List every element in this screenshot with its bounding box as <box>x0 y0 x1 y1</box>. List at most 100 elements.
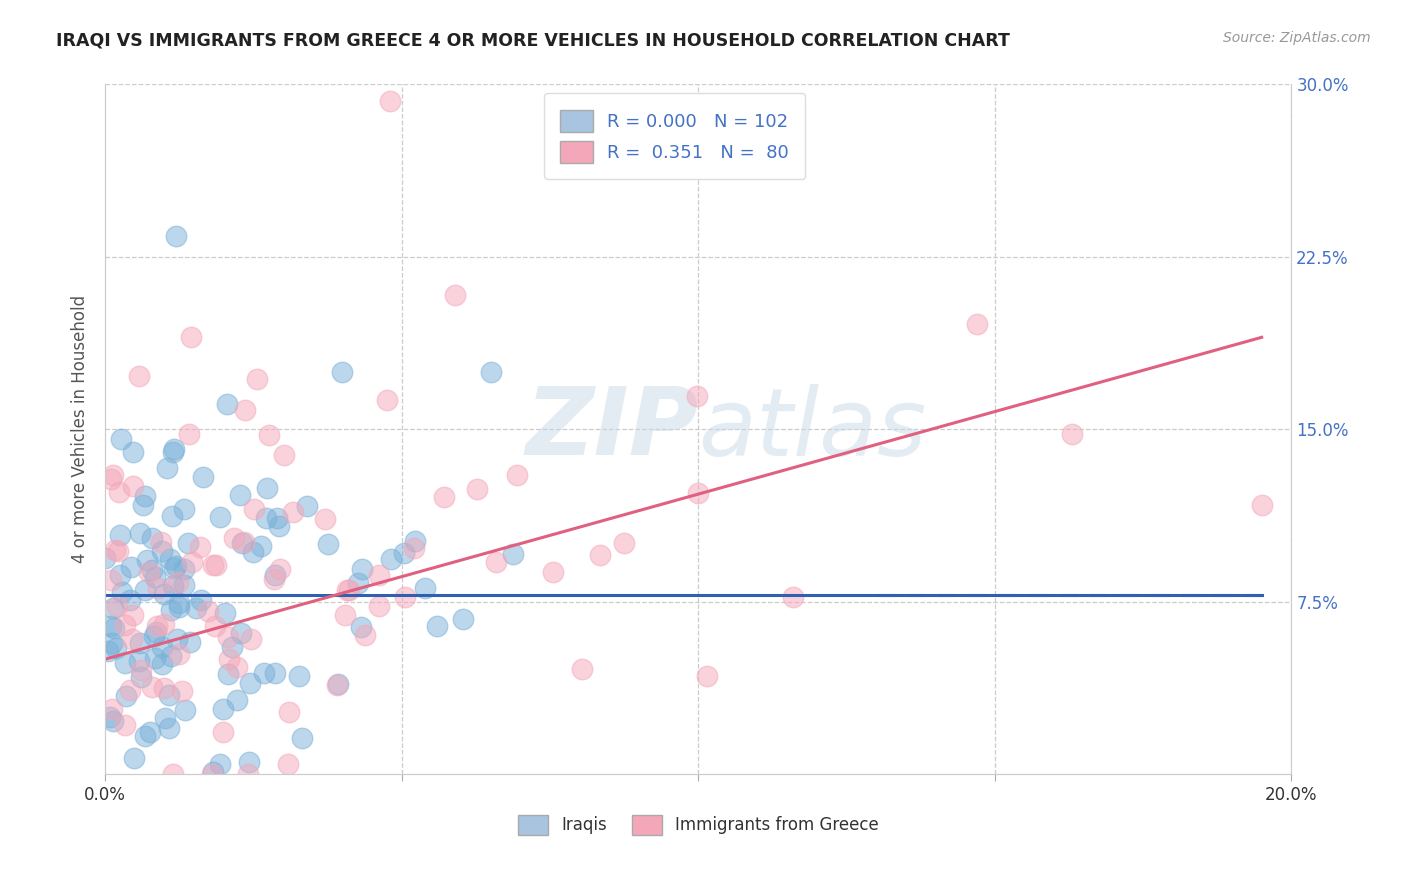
Point <box>134 489 156 503</box>
Point <box>266 510 288 524</box>
Point <box>114 717 136 731</box>
Point <box>214 606 236 620</box>
Point <box>115 689 138 703</box>
Point <box>103 621 125 635</box>
Point <box>141 680 163 694</box>
Point <box>100 472 122 486</box>
Point <box>160 509 183 524</box>
Point <box>433 490 456 504</box>
Point <box>142 629 165 643</box>
Point <box>103 601 125 615</box>
Point <box>180 330 202 344</box>
Point <box>110 432 132 446</box>
Point <box>238 755 260 769</box>
Point <box>153 711 176 725</box>
Point <box>157 688 180 702</box>
Point <box>380 552 402 566</box>
Point <box>121 632 143 647</box>
Point <box>201 765 224 780</box>
Point <box>120 560 142 574</box>
Point <box>264 568 287 582</box>
Point <box>1250 498 1272 512</box>
Point <box>94 551 117 566</box>
Point <box>295 500 318 514</box>
Point <box>229 488 252 502</box>
Point <box>156 461 179 475</box>
Point <box>128 526 150 541</box>
Point <box>128 636 150 650</box>
Point <box>267 518 290 533</box>
Point <box>444 288 467 302</box>
Text: Source: ZipAtlas.com: Source: ZipAtlas.com <box>1223 31 1371 45</box>
Point <box>316 536 339 550</box>
Point <box>170 684 193 698</box>
Text: IRAQI VS IMMIGRANTS FROM GREECE 4 OR MORE VEHICLES IN HOUSEHOLD CORRELATION CHAR: IRAQI VS IMMIGRANTS FROM GREECE 4 OR MOR… <box>56 31 1010 49</box>
Point <box>263 572 285 586</box>
Point <box>188 540 211 554</box>
Point <box>101 714 124 729</box>
Point <box>337 582 360 597</box>
Point <box>150 534 173 549</box>
Point <box>162 579 184 593</box>
Point <box>204 619 226 633</box>
Point <box>225 660 247 674</box>
Point <box>163 442 186 456</box>
Point <box>229 626 252 640</box>
Point <box>110 528 132 542</box>
Point <box>1060 426 1083 441</box>
Point <box>686 389 709 403</box>
Point <box>101 468 124 483</box>
Point <box>277 705 299 719</box>
Point <box>543 565 565 579</box>
Point <box>239 676 262 690</box>
Point <box>217 630 239 644</box>
Point <box>152 543 174 558</box>
Point <box>254 511 277 525</box>
Point <box>211 725 233 739</box>
Point <box>118 592 141 607</box>
Point <box>966 317 988 331</box>
Point <box>169 596 191 610</box>
Point <box>332 365 354 379</box>
Point <box>122 444 145 458</box>
Point <box>136 553 159 567</box>
Point <box>104 641 127 656</box>
Point <box>402 541 425 555</box>
Point <box>404 533 426 548</box>
Point <box>173 578 195 592</box>
Point <box>314 511 336 525</box>
Point <box>179 634 201 648</box>
Point <box>134 729 156 743</box>
Y-axis label: 4 or more Vehicles in Household: 4 or more Vehicles in Household <box>72 295 89 564</box>
Point <box>233 403 256 417</box>
Point <box>413 581 436 595</box>
Point <box>159 552 181 566</box>
Point <box>108 485 131 500</box>
Point <box>101 702 124 716</box>
Point <box>193 470 215 484</box>
Point <box>502 547 524 561</box>
Point <box>167 574 190 589</box>
Point <box>242 545 264 559</box>
Point <box>114 656 136 670</box>
Point <box>167 599 190 614</box>
Point <box>128 654 150 668</box>
Point <box>160 602 183 616</box>
Point <box>169 647 191 661</box>
Point <box>159 721 181 735</box>
Point <box>226 692 249 706</box>
Point <box>269 562 291 576</box>
Point <box>250 539 273 553</box>
Point <box>131 670 153 684</box>
Point <box>354 627 377 641</box>
Point <box>177 535 200 549</box>
Point <box>325 678 347 692</box>
Point <box>240 632 263 647</box>
Point <box>150 640 173 655</box>
Point <box>208 756 231 771</box>
Point <box>100 619 122 633</box>
Point <box>368 568 391 582</box>
Point <box>152 657 174 671</box>
Point <box>134 583 156 598</box>
Point <box>173 562 195 576</box>
